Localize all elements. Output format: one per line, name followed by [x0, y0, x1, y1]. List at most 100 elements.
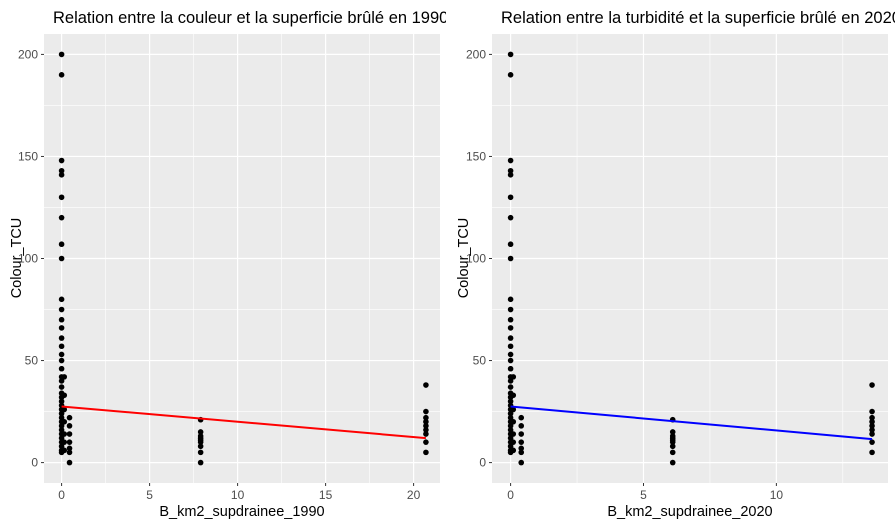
- data-point: [508, 194, 514, 200]
- data-point: [869, 450, 875, 456]
- data-point: [59, 297, 65, 303]
- data-point: [61, 448, 67, 454]
- x-tick-label: 0: [58, 488, 65, 502]
- data-point: [423, 409, 429, 415]
- data-point: [508, 343, 514, 349]
- y-tick-label: 0: [479, 456, 486, 470]
- data-point: [59, 317, 65, 323]
- chart-1: Relation entre la couleur et la superfic…: [9, 9, 448, 520]
- data-point: [518, 423, 524, 429]
- data-point: [508, 358, 514, 364]
- data-point: [508, 384, 514, 390]
- chart-1-title: Relation entre la couleur et la superfic…: [53, 9, 448, 27]
- chart-2-y-axis-label: Colour_TCU: [456, 218, 472, 299]
- data-point: [423, 450, 429, 456]
- data-point: [59, 358, 65, 364]
- data-point: [508, 172, 514, 178]
- data-point: [59, 352, 65, 358]
- data-point: [518, 415, 524, 421]
- data-point: [198, 443, 204, 449]
- x-tick-label: 10: [770, 488, 784, 502]
- data-point: [670, 450, 676, 456]
- data-point: [59, 325, 65, 331]
- data-point: [869, 382, 875, 388]
- data-point: [67, 415, 73, 421]
- y-tick-label: 50: [473, 354, 487, 368]
- data-point: [59, 52, 65, 58]
- data-point: [61, 374, 67, 380]
- data-point: [508, 366, 514, 372]
- data-point: [510, 392, 516, 398]
- data-point: [518, 439, 524, 445]
- data-point: [59, 343, 65, 349]
- data-point: [423, 431, 429, 437]
- data-point: [508, 325, 514, 331]
- y-tick-label: 200: [18, 47, 38, 61]
- data-point: [59, 335, 65, 341]
- data-point: [198, 460, 204, 466]
- data-point: [508, 335, 514, 341]
- data-point: [61, 392, 67, 398]
- data-point: [508, 317, 514, 323]
- data-point: [61, 439, 67, 445]
- data-point: [670, 443, 676, 449]
- data-point: [508, 307, 514, 313]
- data-point: [59, 172, 65, 178]
- chart-1-x-axis-label: B_km2_supdrainee_1990: [159, 504, 324, 520]
- data-point: [510, 431, 516, 437]
- data-point: [59, 158, 65, 164]
- x-tick-label: 10: [231, 488, 245, 502]
- y-tick-label: 150: [18, 149, 38, 163]
- data-point: [67, 431, 73, 437]
- data-point: [508, 297, 514, 303]
- data-point: [198, 450, 204, 456]
- data-point: [59, 194, 65, 200]
- y-tick-label: 0: [31, 456, 38, 470]
- data-point: [59, 256, 65, 262]
- data-point: [61, 431, 67, 437]
- data-point: [59, 72, 65, 78]
- data-point: [869, 439, 875, 445]
- data-point: [508, 52, 514, 58]
- data-point: [67, 439, 73, 445]
- data-point: [423, 439, 429, 445]
- x-tick-label: 5: [146, 488, 153, 502]
- data-point: [508, 241, 514, 247]
- data-point: [59, 384, 65, 390]
- data-point: [510, 374, 516, 380]
- data-point: [518, 431, 524, 437]
- data-point: [508, 215, 514, 221]
- data-point: [508, 256, 514, 262]
- data-point: [869, 431, 875, 437]
- data-point: [59, 366, 65, 372]
- data-point: [518, 460, 524, 466]
- data-point: [67, 450, 73, 456]
- data-point: [61, 419, 67, 425]
- data-point: [510, 439, 516, 445]
- x-tick-label: 0: [507, 488, 514, 502]
- chart-2: Relation entre la turbidité et la superf…: [456, 9, 895, 520]
- data-point: [423, 382, 429, 388]
- data-point: [670, 460, 676, 466]
- data-point: [510, 448, 516, 454]
- chart-1-x-tick-labels: 0 5 10 15 20: [58, 483, 420, 502]
- x-tick-label: 15: [319, 488, 333, 502]
- x-tick-label: 20: [407, 488, 421, 502]
- data-point: [508, 158, 514, 164]
- data-point: [510, 419, 516, 425]
- y-tick-label: 150: [466, 149, 486, 163]
- chart-2-title: Relation entre la turbidité et la superf…: [501, 9, 895, 27]
- y-tick-label: 200: [466, 47, 486, 61]
- x-tick-label: 5: [640, 488, 647, 502]
- y-tick-label: 50: [25, 354, 39, 368]
- chart-1-y-axis-label: Colour_TCU: [9, 218, 25, 299]
- chart-2-x-tick-labels: 0 5 10: [507, 483, 783, 502]
- chart-2-x-axis-label: B_km2_supdrainee_2020: [607, 504, 772, 520]
- data-point: [67, 423, 73, 429]
- data-point: [508, 352, 514, 358]
- data-point: [59, 307, 65, 313]
- data-point: [67, 460, 73, 466]
- data-point: [869, 409, 875, 415]
- data-point: [508, 72, 514, 78]
